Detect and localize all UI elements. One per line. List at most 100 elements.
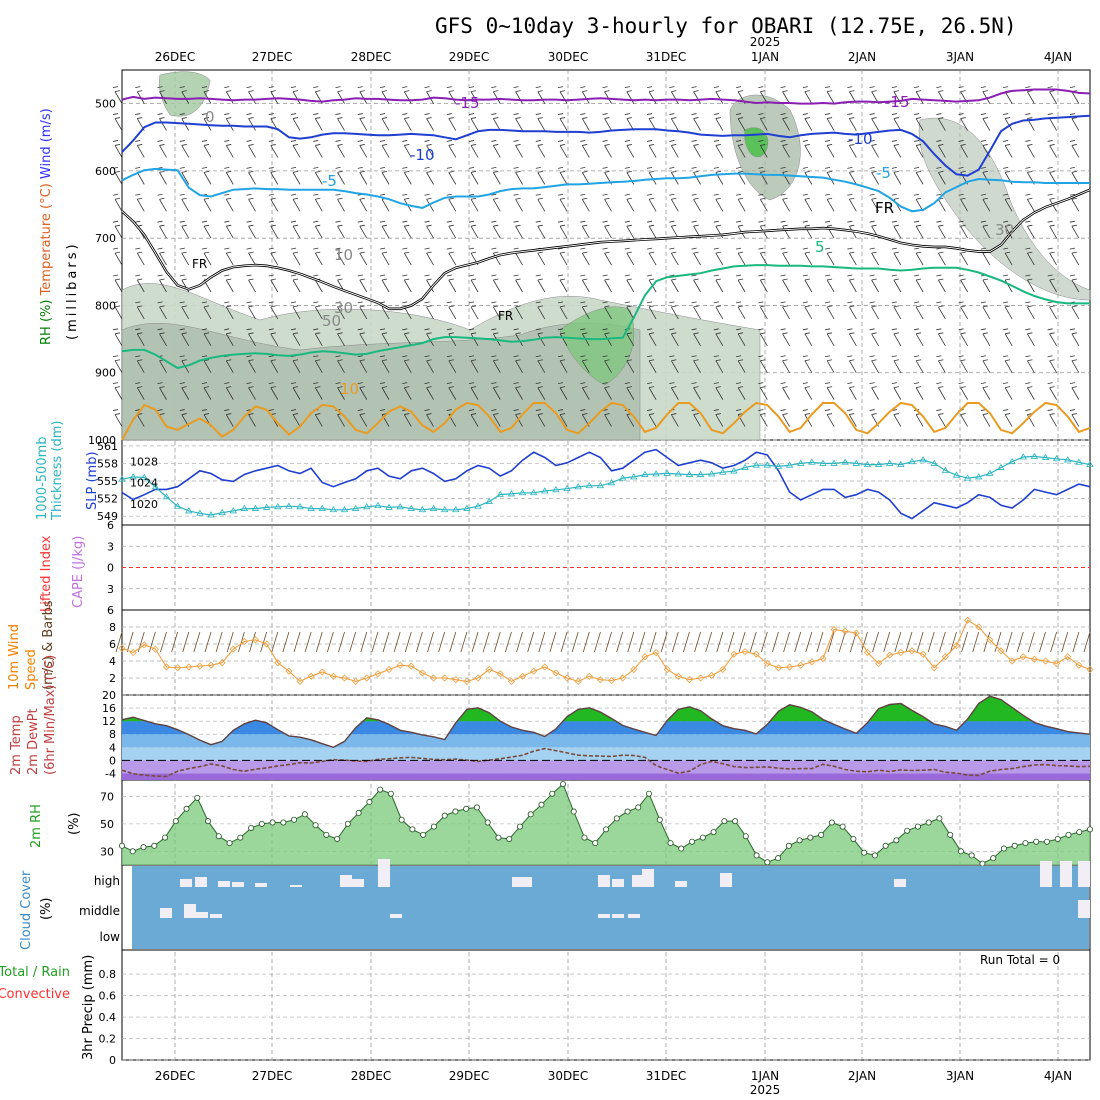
wind-barb [513, 193, 523, 212]
wind-speed-point [697, 674, 705, 682]
rh-point [129, 848, 136, 855]
thickness-tick-label: 558 [97, 457, 118, 470]
wind-barb [535, 274, 546, 293]
wind-barb [290, 409, 301, 427]
wind-speed-point [429, 674, 438, 682]
wind-speed-point [1086, 665, 1094, 674]
contour-label: 10 [334, 246, 353, 264]
thickness-tick-label: 561 [97, 440, 118, 453]
wind-barb [335, 140, 345, 158]
surface-wind-barb [983, 631, 991, 653]
temp-band [122, 747, 1090, 761]
thickness-point [1075, 458, 1083, 465]
thickness-point [975, 473, 983, 480]
rh-point [463, 805, 470, 812]
wind-barb [135, 247, 145, 266]
wind-barb [691, 86, 701, 104]
surface-wind-barb [694, 631, 701, 653]
wind-barb [936, 409, 946, 427]
rh-point [301, 811, 308, 818]
wind-speed-point [485, 665, 493, 674]
wind-barb [313, 382, 323, 400]
wind-speed-point [1041, 657, 1050, 665]
wind-speed-point [541, 663, 549, 671]
wind-barb [224, 113, 234, 131]
surface-wind-barb [1072, 631, 1080, 653]
thickness-point [363, 503, 371, 510]
wind-barb [1003, 247, 1013, 266]
wind-barb [914, 86, 924, 104]
surface-wind-barb [638, 631, 646, 653]
top-date-label: 30DEC [548, 50, 588, 64]
wind-barb [624, 166, 635, 185]
wind-barb [468, 382, 479, 400]
wind-barb [936, 247, 946, 266]
thickness-point [229, 507, 237, 514]
contour-label: -15 [455, 94, 480, 112]
wind-ylabel-line: 10m Wind [7, 624, 22, 690]
thickness-tick-label: 555 [97, 475, 118, 488]
precip-total-rain-label: Total / Rain [0, 965, 70, 980]
wind-barb [201, 247, 212, 266]
wind-speed-point [407, 662, 415, 670]
wind-barb [224, 274, 234, 293]
wind-barb [557, 355, 568, 373]
wind-barb [802, 193, 813, 212]
wind-barb [825, 274, 835, 293]
wind-barb [624, 355, 635, 373]
wind-barb [313, 328, 323, 347]
rh-point [785, 842, 792, 849]
wind-speed-point [663, 665, 671, 674]
rh-point [140, 844, 147, 851]
wind-barb [936, 274, 946, 293]
wind-barb [402, 166, 412, 185]
wind-barb [980, 328, 991, 347]
thickness-point [1030, 452, 1039, 459]
wind-barb [513, 220, 523, 239]
wind-speed-point [463, 677, 471, 685]
wind-barb [268, 355, 279, 373]
wind-barb [513, 409, 523, 427]
wind-barb [713, 247, 724, 266]
thickness-point [730, 467, 738, 474]
surface-wind-barb [594, 631, 601, 653]
wind-barb [224, 382, 234, 400]
wind-barb [379, 166, 390, 185]
wind-barb [290, 166, 301, 185]
cloud-middle-bar [390, 914, 402, 918]
wind-barb [691, 382, 701, 400]
wind-speed-point [930, 664, 938, 672]
wind-barb [780, 274, 790, 293]
thickness-point [140, 473, 148, 480]
surface-wind-barb [1027, 631, 1035, 653]
rh-point [549, 790, 556, 797]
rh-point [581, 834, 588, 841]
wind-speed-point [808, 658, 816, 666]
wind-barb [268, 247, 279, 266]
surface-wind-barb [749, 631, 757, 653]
surface-wind-barb [1039, 631, 1046, 653]
surface-wind-barb [516, 631, 523, 653]
wind-speed-point [552, 669, 560, 677]
wind-barb [736, 355, 746, 373]
wind-barb [290, 274, 301, 293]
wind-barb [847, 113, 857, 131]
wind-barb [980, 355, 991, 373]
wind-barb [1003, 113, 1013, 131]
wind-barb [1069, 247, 1080, 266]
wind-barb [446, 86, 457, 104]
wind-barb [402, 113, 412, 131]
bottom-date-label: 26DEC [155, 1069, 195, 1083]
bottom-date-label: 4JAN [1044, 1069, 1072, 1083]
wind-barb [513, 382, 523, 400]
wind-barb [825, 140, 835, 158]
surface-wind-barb [193, 631, 201, 653]
wind-barb [446, 355, 457, 373]
thickness-point [118, 475, 126, 482]
wind-barb [980, 166, 991, 185]
surface-wind-barb [838, 631, 846, 653]
wind-barb [646, 86, 657, 104]
wind-barb [802, 409, 813, 427]
wind-barb [646, 301, 657, 320]
wind-speed-point [340, 674, 349, 682]
